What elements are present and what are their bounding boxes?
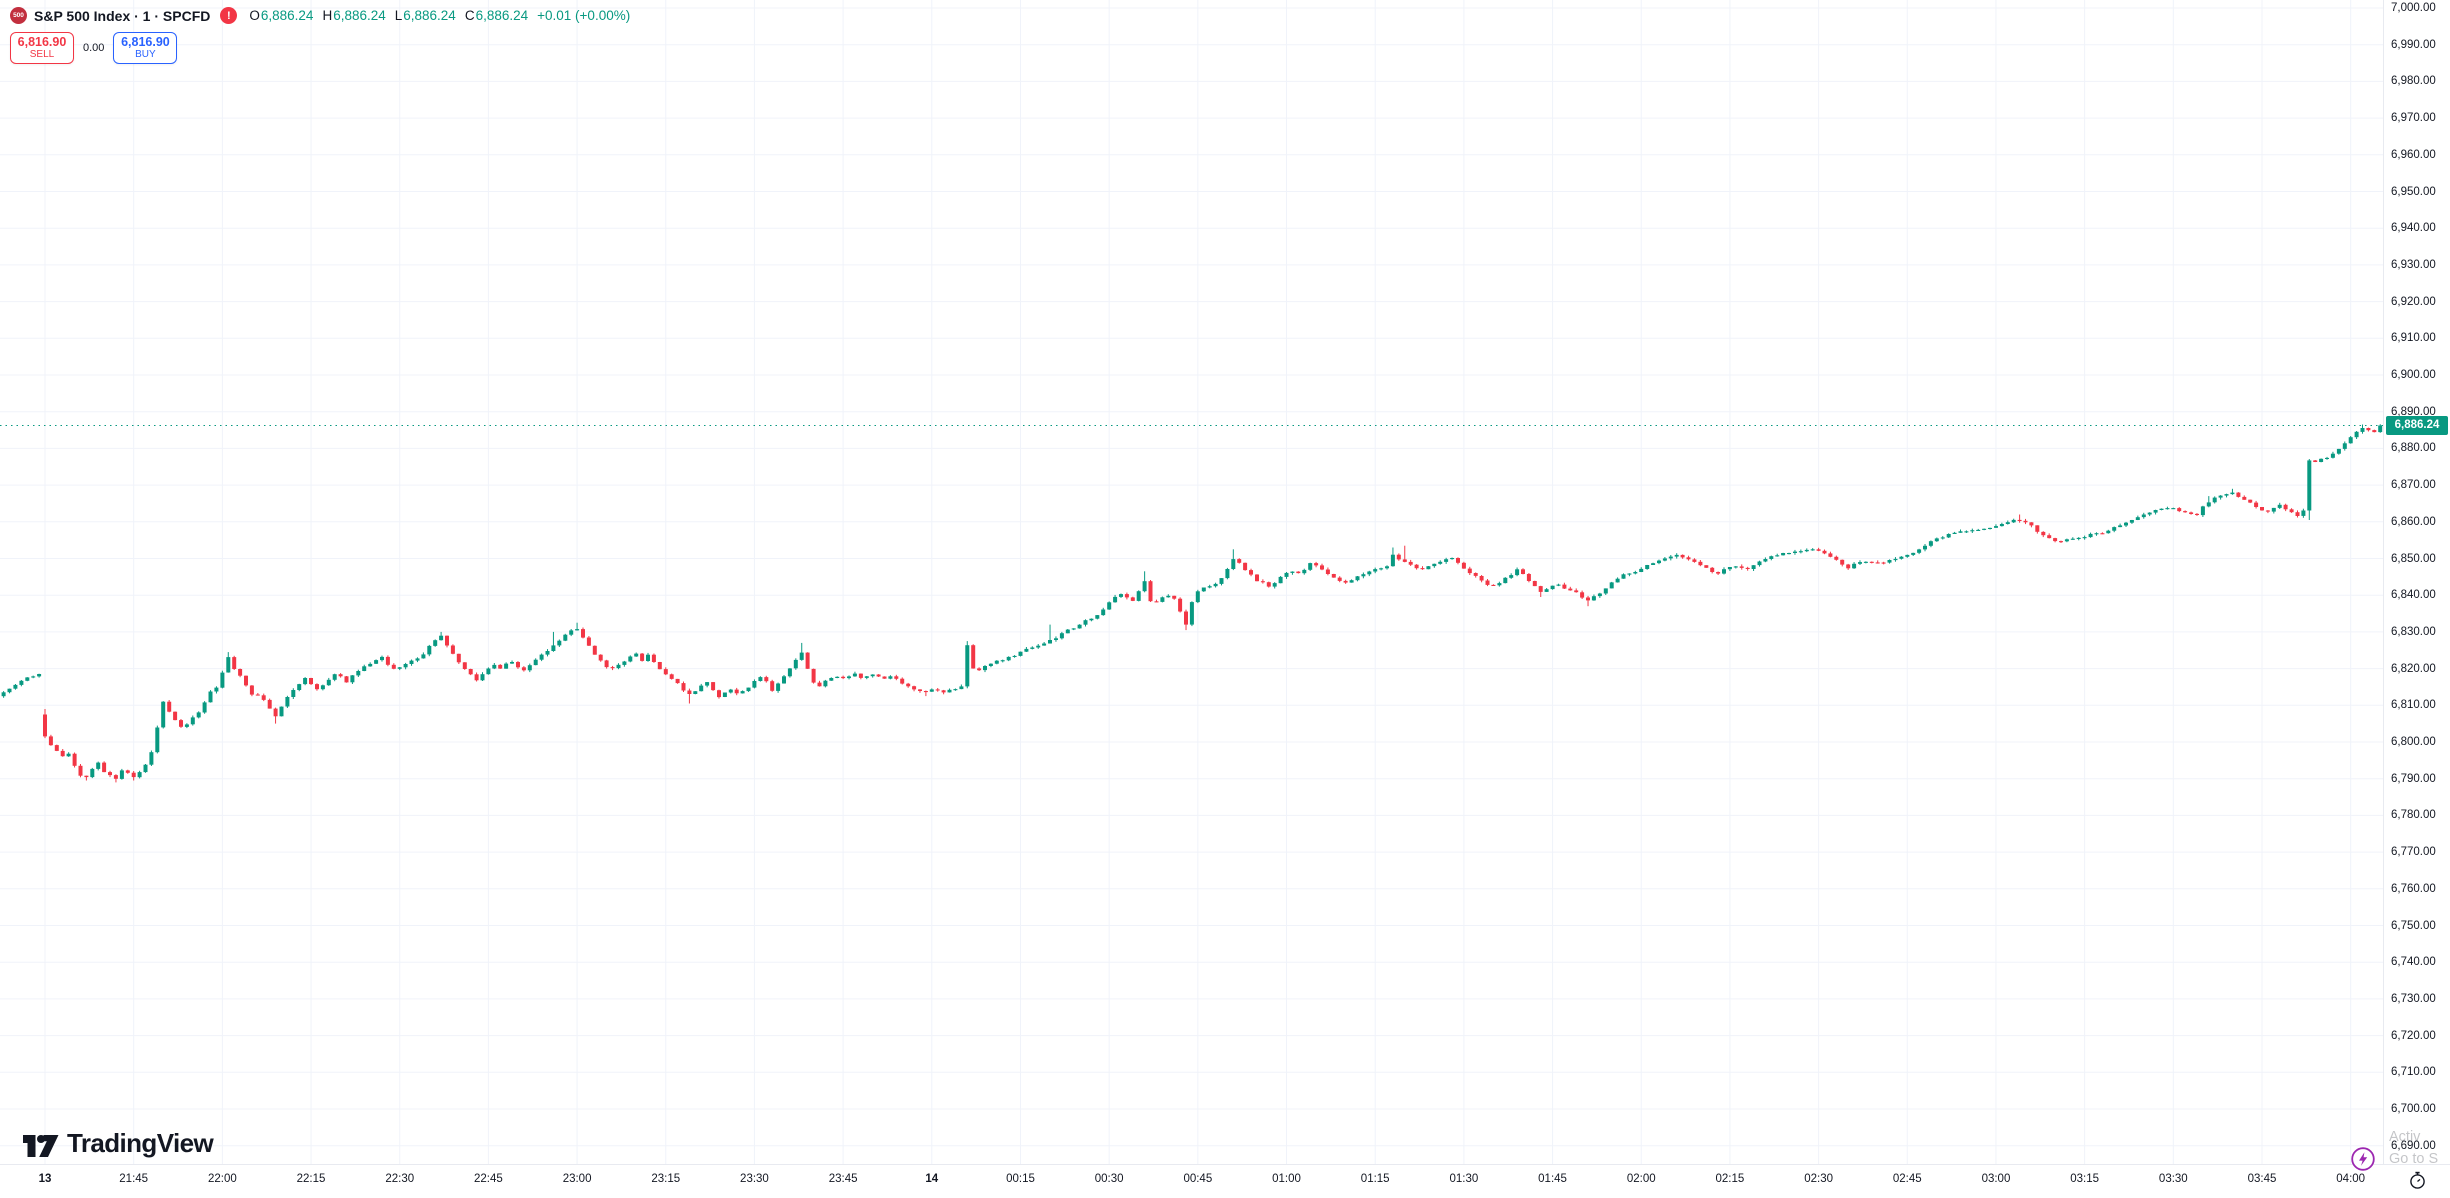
time-tick-label: 23:00 [562, 1173, 592, 1185]
time-tick-label: 03:15 [2070, 1173, 2100, 1185]
price-tick-label: 6,700.00 [2391, 1103, 2436, 1115]
price-change: +0.01 (+0.00%) [537, 8, 631, 23]
price-tick-label: 6,770.00 [2391, 846, 2436, 859]
time-tick-label: 03:45 [2247, 1173, 2277, 1185]
time-tick-label: 01:45 [1538, 1173, 1567, 1185]
time-tick-label: 22:45 [474, 1173, 503, 1185]
price-tick-label: 6,810.00 [2391, 699, 2436, 712]
time-tick-label: 23:15 [651, 1173, 681, 1185]
spread-value: 0.00 [83, 42, 105, 54]
time-tick-label: 03:30 [2158, 1173, 2188, 1185]
price-tick-label: 6,990.00 [2391, 38, 2436, 51]
time-tick-label: 23:30 [740, 1173, 769, 1185]
tradingview-logo[interactable]: TradingView [22, 1128, 214, 1159]
time-tick-label: 02:00 [1626, 1173, 1656, 1185]
price-tick-label: 6,860.00 [2391, 515, 2436, 528]
price-tick-label: 6,880.00 [2391, 442, 2436, 455]
price-tick-label: 6,870.00 [2391, 479, 2436, 492]
ohlc-values: O6,886.24 H6,886.24 L6,886.24 C6,886.24 … [249, 8, 630, 23]
price-tick-label: 6,760.00 [2391, 882, 2436, 895]
price-axis[interactable]: 6,886.24 7,000.00 6,990.00 6,980.00 6,970.0… [2383, 0, 2450, 1164]
time-tick-label: 14 [925, 1173, 939, 1185]
time-tick-label: 22:15 [296, 1173, 326, 1185]
price-tick-label: 6,740.00 [2391, 956, 2436, 969]
buy-price: 6,816.90 [121, 35, 170, 49]
sell-label: SELL [29, 49, 55, 60]
sell-button[interactable]: 6,816.90 SELL [10, 32, 74, 64]
price-tick-label: 6,720.00 [2391, 1029, 2436, 1042]
price-tick-label: 6,750.00 [2391, 919, 2436, 932]
price-tick-label: 6,890.00 [2391, 405, 2436, 418]
symbol-header: 500 S&P 500 Index · 1 · SPCFD ! O6,886.2… [10, 6, 630, 25]
tradingview-logo-text: TradingView [67, 1128, 214, 1158]
price-tick-label: 6,730.00 [2391, 992, 2436, 1005]
time-tick-label: 23:45 [828, 1173, 858, 1185]
price-tick-label: 6,930.00 [2391, 258, 2436, 271]
grid-lines [0, 0, 2383, 1164]
price-tick-label: 6,910.00 [2391, 332, 2436, 345]
candlestick-series [1, 424, 2383, 783]
time-tick-label: 02:15 [1715, 1173, 1745, 1185]
time-tick-label: 04:00 [2336, 1173, 2366, 1185]
time-tick-label: 00:30 [1094, 1173, 1124, 1185]
price-tick-label: 6,830.00 [2391, 625, 2436, 638]
price-tick-label: 6,820.00 [2391, 662, 2436, 675]
price-tick-label: 6,980.00 [2391, 75, 2436, 88]
time-tick-label: 01:00 [1272, 1173, 1301, 1185]
candlestick-chart[interactable] [0, 0, 2383, 1164]
buy-label: BUY [135, 49, 156, 60]
symbol-title[interactable]: S&P 500 Index · 1 · SPCFD [34, 7, 211, 24]
buy-button[interactable]: 6,816.90 BUY [113, 32, 178, 64]
price-tick-label: 6,850.00 [2391, 552, 2436, 565]
data-delay-warning-icon[interactable]: ! [220, 7, 238, 24]
clock-icon[interactable] [2407, 1170, 2428, 1191]
price-tick-label: 6,950.00 [2391, 185, 2436, 198]
time-tick-label: 21:45 [119, 1173, 149, 1185]
time-tick-label: 02:45 [1892, 1173, 1922, 1185]
lightning-icon [2351, 1147, 2375, 1171]
ohlc-low: L6,886.24 [394, 8, 456, 23]
time-axis[interactable]: 13 21:45 22:00 22:15 22:30 22:45 23:00 23:15 23:… [0, 1164, 2450, 1198]
price-tick-label: 7,000.00 [2391, 2, 2436, 14]
sell-price: 6,816.90 [17, 35, 67, 49]
time-tick-label: 00:15 [1006, 1173, 1035, 1185]
time-tick-label: 01:30 [1449, 1173, 1479, 1185]
price-tick-label: 6,960.00 [2391, 148, 2436, 161]
time-tick-label: 02:30 [1804, 1173, 1833, 1185]
price-tick-label: 6,790.00 [2391, 772, 2436, 785]
ohlc-open: O6,886.24 [249, 8, 314, 23]
price-tick-label: 6,920.00 [2391, 295, 2436, 308]
time-tick-label: 22:30 [385, 1173, 415, 1185]
price-tick-label: 6,780.00 [2391, 809, 2436, 822]
last-price-label: 6,886.24 [2386, 415, 2448, 435]
price-tick-label: 6,900.00 [2391, 369, 2436, 381]
ohlc-close: C6,886.24 [464, 8, 529, 23]
price-tick-label: 6,710.00 [2391, 1066, 2436, 1079]
time-tick-label: 22:00 [207, 1173, 237, 1185]
trade-panel: 6,816.90 SELL 0.00 6,816.90 BUY [10, 32, 178, 64]
sp500-logo-icon: 500 [10, 7, 27, 24]
price-tick-label: 6,970.00 [2391, 112, 2436, 125]
tradingview-logo-icon [23, 1134, 59, 1157]
price-tick-label: 6,840.00 [2391, 589, 2436, 602]
time-tick-label: 13 [38, 1173, 52, 1185]
time-tick-label: 00:45 [1183, 1173, 1213, 1185]
time-tick-label: 03:00 [1981, 1173, 2011, 1185]
lightning-boost-button[interactable] [2350, 1146, 2376, 1172]
time-tick-label: 01:15 [1360, 1173, 1390, 1185]
price-tick-label: 6,800.00 [2391, 736, 2436, 748]
ohlc-high: H6,886.24 [322, 8, 386, 23]
price-tick-label: 6,940.00 [2391, 222, 2436, 235]
price-tick-label: 6,690.00 [2391, 1139, 2436, 1152]
